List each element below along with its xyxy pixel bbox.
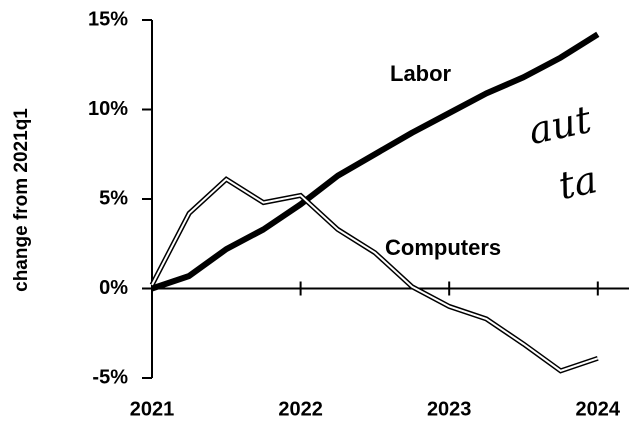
handwritten-note: ta: [555, 157, 601, 208]
x-tick-label: 2024: [576, 398, 621, 420]
x-tick-label: 2022: [278, 398, 323, 420]
y-tick-label: 0%: [99, 277, 128, 299]
y-tick-label: -5%: [92, 366, 128, 388]
y-tick-label: 10%: [88, 98, 128, 120]
series-label: Labor: [390, 61, 452, 86]
line-inner: [151, 178, 599, 372]
handwritten-note: aut: [525, 97, 596, 153]
y-tick-label: 5%: [99, 187, 128, 209]
line: [151, 31, 600, 292]
x-tick-label: 2021: [130, 398, 175, 420]
y-axis-label: change from 2021q1: [11, 108, 32, 292]
y-tick-label: 15%: [88, 8, 128, 30]
x-tick-label: 2023: [427, 398, 472, 420]
series-label: Computers: [385, 235, 501, 260]
line: [149, 176, 599, 374]
